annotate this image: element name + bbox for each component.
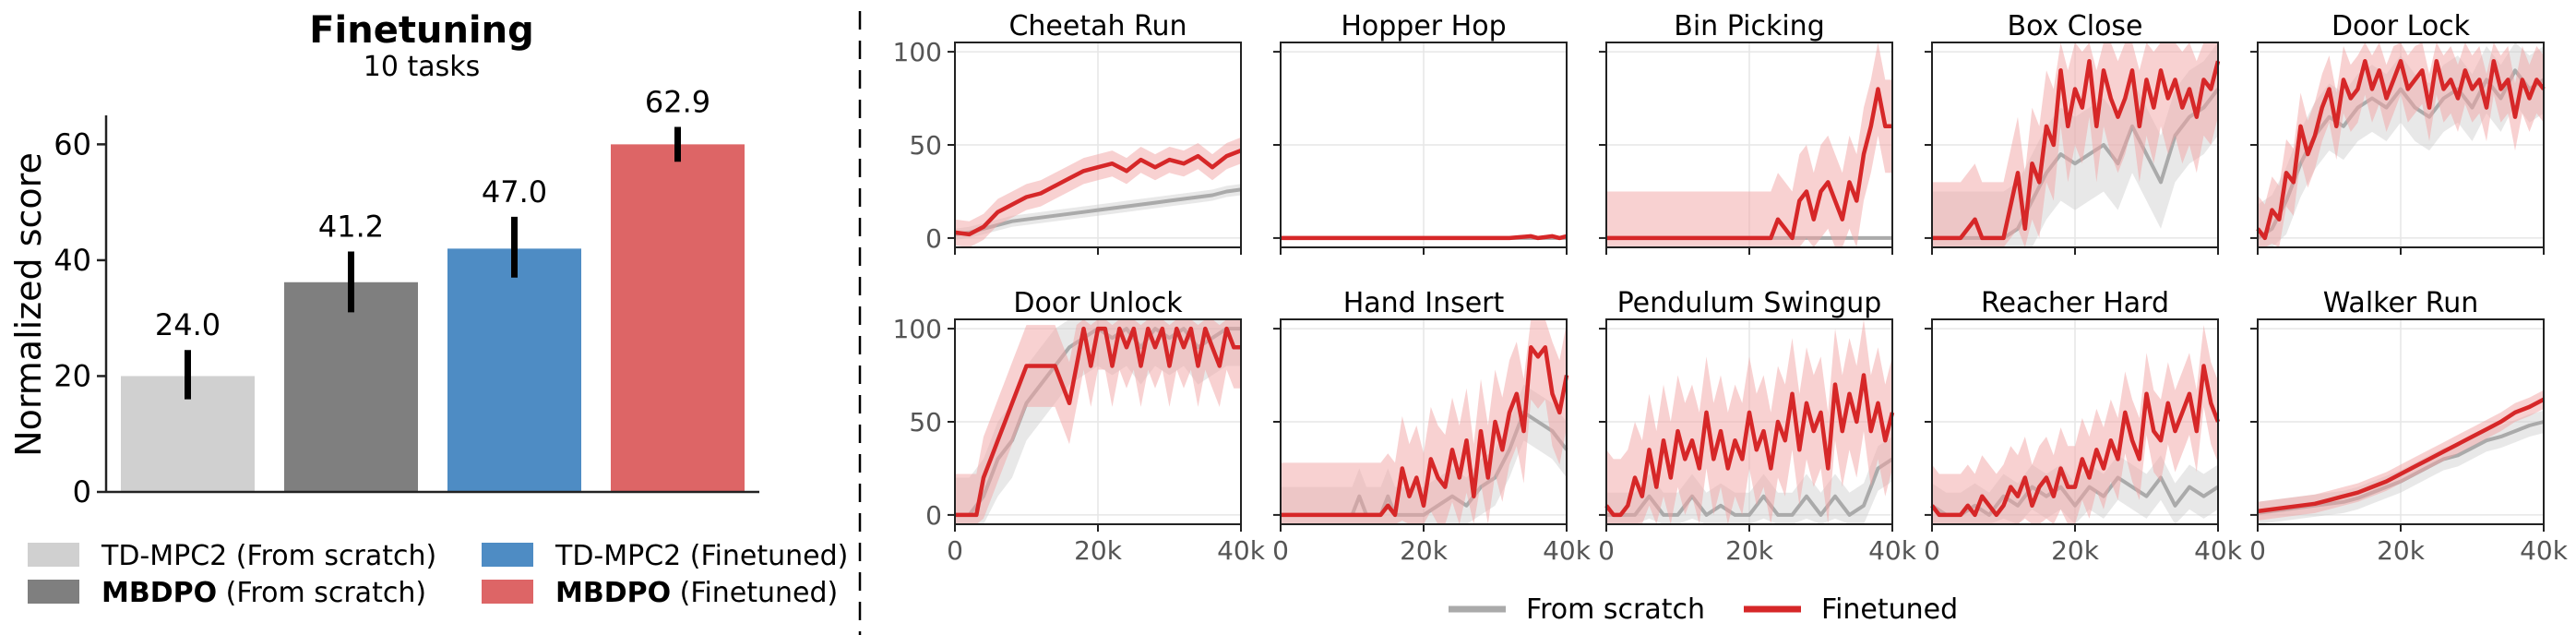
task-panel: Hopper Hop bbox=[1273, 10, 1568, 255]
legend-line-label: From scratch bbox=[1526, 593, 1705, 626]
x-tick-label: 40k bbox=[2194, 535, 2243, 566]
y-tick-label: 50 bbox=[909, 407, 942, 437]
x-tick-label: 0 bbox=[1924, 535, 1940, 566]
bar-data-label: 47.0 bbox=[482, 174, 547, 210]
line-legend: From scratch Finetuned bbox=[1449, 593, 1958, 626]
bar-data-label: 62.9 bbox=[645, 85, 710, 120]
finetuned-band bbox=[1932, 325, 2218, 524]
legend-label-rest: TD-MPC2 (Finetuned) bbox=[555, 540, 848, 572]
from-scratch-band bbox=[1606, 437, 1892, 524]
y-tick-label: 50 bbox=[909, 130, 942, 161]
finetuned-line bbox=[1604, 373, 1895, 518]
y-tick-label: 100 bbox=[893, 37, 942, 67]
legend-swatch bbox=[28, 543, 79, 567]
y-tick-label: 0 bbox=[925, 223, 942, 254]
panel-title: Reacher Hard bbox=[1981, 287, 2169, 319]
legend-label-rest: TD-MPC2 (From scratch) bbox=[101, 540, 436, 572]
task-panel: Door Lock bbox=[2250, 10, 2546, 255]
x-tick-label: 40k bbox=[2520, 535, 2569, 566]
bar-y-tick-label: 20 bbox=[54, 358, 91, 393]
legend-label: TD-MPC2 (From scratch) bbox=[101, 540, 436, 572]
task-panel: 0 20k 40k Reacher Hard bbox=[1924, 287, 2243, 566]
bar-chart-subtitle: 10 tasks bbox=[364, 51, 481, 83]
bar-y-tick-label: 40 bbox=[54, 243, 91, 278]
bar-y-tick-label: 60 bbox=[54, 126, 91, 162]
bar-y-ticks: 0 20 40 60 bbox=[54, 126, 106, 509]
bar bbox=[284, 282, 418, 492]
legend-label-rest: (Finetuned) bbox=[671, 577, 838, 609]
task-panel: 0 20k 40k Pendulum Swingup bbox=[1598, 287, 1917, 566]
finetuned-line bbox=[1281, 345, 1569, 518]
task-panel: Box Close bbox=[1925, 10, 2221, 255]
bar bbox=[611, 144, 745, 492]
finetuned-band bbox=[1932, 42, 2218, 247]
from-scratch-band bbox=[955, 184, 1241, 240]
finetuned-line bbox=[955, 326, 1241, 518]
bar bbox=[447, 248, 581, 492]
x-tick-label: 0 bbox=[1272, 535, 1289, 566]
task-panel: 0 20k 40k Walker Run bbox=[2249, 287, 2569, 566]
legend-label: TD-MPC2 (Finetuned) bbox=[555, 540, 848, 572]
finetuned-line bbox=[2257, 397, 2546, 514]
legend-swatch bbox=[28, 580, 79, 604]
task-panels: 0 50 100 Cheetah Run Hopper Hop Bin Picking Bo… bbox=[893, 10, 2569, 566]
x-tick-label: 20k bbox=[2051, 535, 2100, 566]
legend-label-bold: MBDPO bbox=[101, 577, 217, 609]
bar-chart: Finetuning 10 tasks Normalized score 0 20… bbox=[8, 9, 848, 609]
legend-label-bold: MBDPO bbox=[555, 577, 671, 609]
panel-title: Box Close bbox=[2007, 10, 2142, 42]
finetuned-line bbox=[954, 149, 1242, 237]
finetuned-line bbox=[1281, 234, 1568, 241]
bar-y-tick-label: 0 bbox=[73, 474, 91, 509]
legend-label-rest: (From scratch) bbox=[217, 577, 426, 609]
panel-title: Door Lock bbox=[2332, 10, 2471, 42]
bar-data-label: 24.0 bbox=[155, 307, 221, 342]
panel-title: Hand Insert bbox=[1343, 287, 1505, 319]
bar-chart-y-axis-label: Normalized score bbox=[8, 152, 49, 457]
x-tick-label: 40k bbox=[1868, 535, 1917, 566]
bar-series: 24.0 41.2 47.0 62.9 bbox=[121, 85, 745, 492]
x-tick-label: 20k bbox=[1400, 535, 1449, 566]
y-tick-label: 100 bbox=[893, 314, 942, 344]
x-tick-label: 20k bbox=[1725, 535, 1774, 566]
x-tick-label: 0 bbox=[947, 535, 963, 566]
finetuned-line bbox=[2256, 58, 2546, 241]
x-tick-label: 0 bbox=[2249, 535, 2266, 566]
x-tick-label: 20k bbox=[1074, 535, 1123, 566]
task-panel: 0 20k 40k Hand Insert bbox=[1272, 287, 1592, 566]
finetuned-line bbox=[1932, 58, 2221, 241]
task-panel: 0 50 100 Cheetah Run bbox=[893, 10, 1242, 255]
finetuned-band bbox=[955, 137, 1241, 247]
task-panel: 0 20k 40k 0 50 100 Door Unlock bbox=[893, 287, 1266, 566]
x-tick-label: 40k bbox=[1217, 535, 1266, 566]
legend-swatch bbox=[482, 580, 533, 604]
y-tick-label: 0 bbox=[925, 500, 942, 531]
finetuned-band bbox=[1281, 319, 1567, 524]
legend-label: MBDPO (From scratch) bbox=[101, 577, 426, 609]
panel-title: Door Unlock bbox=[1013, 287, 1183, 319]
panel-title: Bin Picking bbox=[1674, 10, 1825, 42]
panel-title: Walker Run bbox=[2323, 287, 2479, 319]
bar-data-label: 41.2 bbox=[318, 210, 384, 245]
x-tick-label: 40k bbox=[1543, 535, 1592, 566]
panel-title: Hopper Hop bbox=[1341, 10, 1506, 42]
legend-line-label: Finetuned bbox=[1821, 593, 1958, 626]
legend-swatch bbox=[482, 543, 533, 567]
panel-title: Cheetah Run bbox=[1008, 10, 1187, 42]
x-tick-label: 0 bbox=[1598, 535, 1615, 566]
legend-label: MBDPO (Finetuned) bbox=[555, 577, 838, 609]
bar-chart-title: Finetuning bbox=[309, 9, 534, 52]
panel-title: Pendulum Swingup bbox=[1617, 287, 1882, 319]
task-panel: Bin Picking bbox=[1599, 10, 1893, 255]
from-scratch-line bbox=[954, 187, 1242, 236]
x-tick-label: 20k bbox=[2377, 535, 2426, 566]
finetuned-line bbox=[1930, 364, 2221, 518]
finetuned-line bbox=[1606, 87, 1892, 241]
bar-legend: TD-MPC2 (From scratch) MBDPO (From scratc… bbox=[28, 540, 848, 609]
